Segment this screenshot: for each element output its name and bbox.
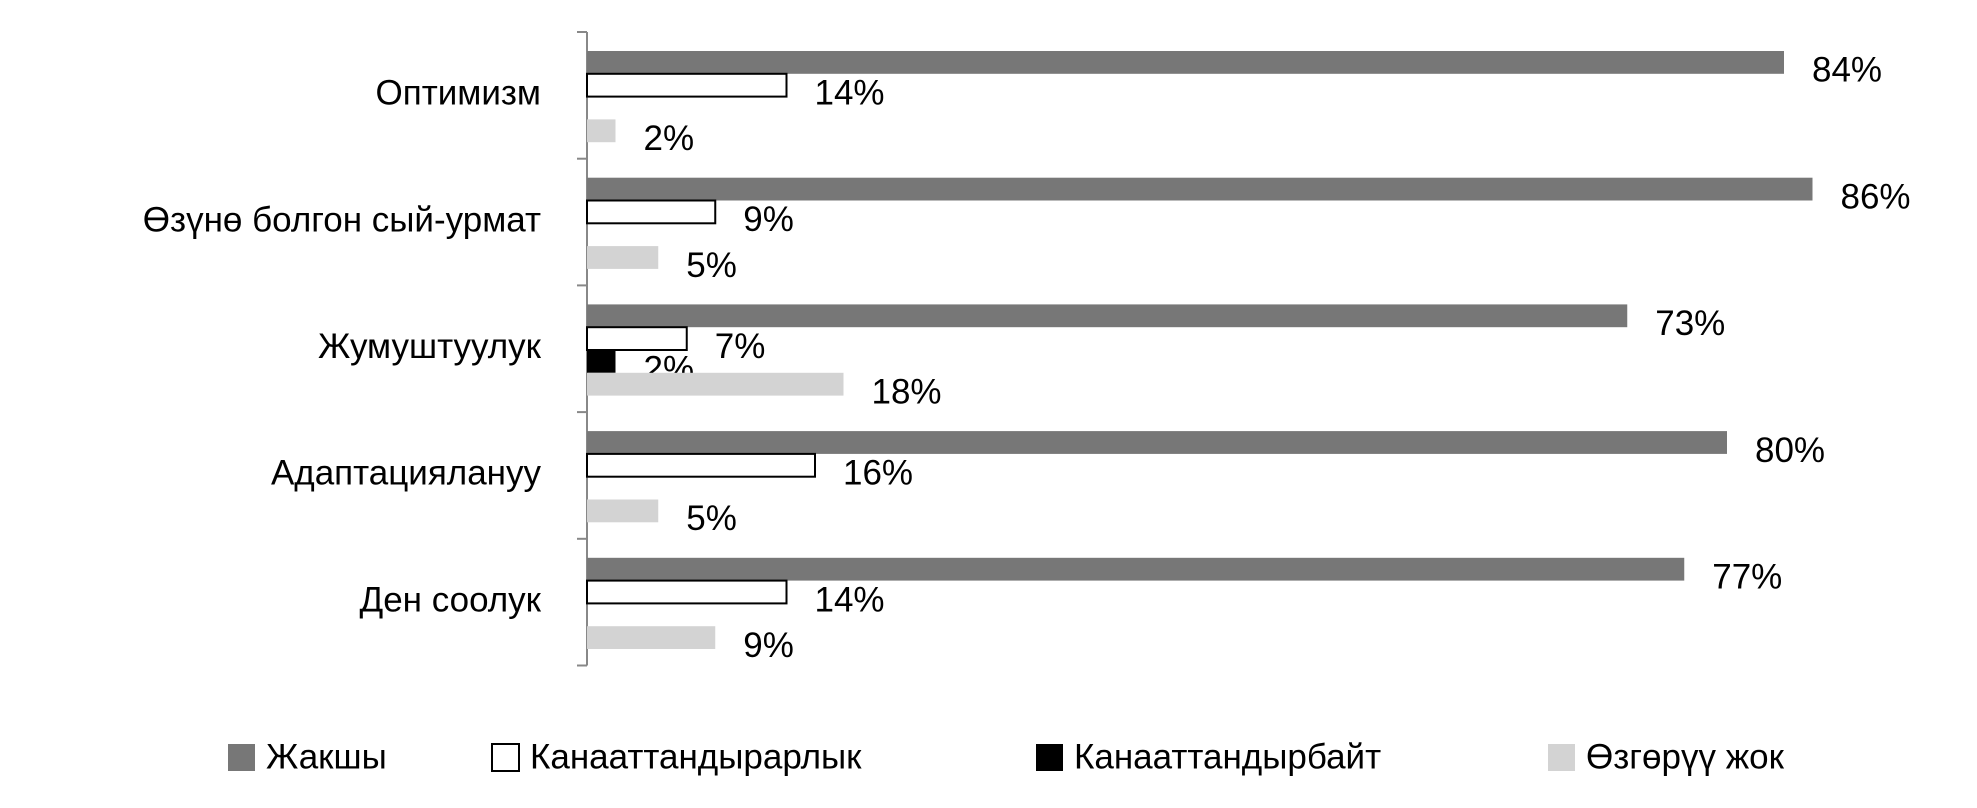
bar [586,326,688,352]
category-label: Жумуштуулук [318,327,542,366]
bar [587,626,716,649]
bar [587,177,1813,201]
bar [587,557,1685,581]
bar [586,579,788,605]
legend-swatch [228,744,255,771]
category-label: Адаптациялануу [271,454,542,493]
category-label: Өзүнө болгон сый-урмат [143,200,541,239]
legend-label: Өзгөрүү жок [1586,737,1785,776]
bar [586,452,816,478]
legend-label: Жакшы [266,737,387,776]
legend-label: Канааттандырбайт [1074,737,1381,776]
bar [587,499,659,523]
value-label: 5% [686,246,737,285]
legend-label: Канааттандырарлык [530,737,862,776]
value-label: 7% [715,327,766,366]
value-label: 2% [644,119,695,158]
category-label: Ден соолук [359,580,541,619]
legend-swatch [1548,744,1575,771]
bar [587,304,1628,328]
legend-swatch [491,743,520,772]
value-label: 5% [686,499,737,538]
value-label: 77% [1712,557,1782,596]
value-label: 9% [743,200,794,239]
value-label: 86% [1841,177,1911,216]
value-label: 9% [743,626,794,665]
bar [587,246,659,269]
bar [587,372,844,396]
value-label: 18% [872,372,942,411]
value-label: 14% [815,580,885,619]
bar [586,72,788,98]
bar [586,199,717,225]
legend-swatch [1036,744,1063,771]
category-label: Оптимизм [376,74,541,113]
value-label: 80% [1755,431,1825,470]
value-label: 14% [815,73,885,112]
bar [587,119,616,143]
value-label: 73% [1655,304,1725,343]
value-label: 16% [843,454,913,493]
bar [587,431,1727,454]
bar [587,51,1784,74]
value-label: 84% [1812,51,1882,90]
bar [587,350,616,373]
